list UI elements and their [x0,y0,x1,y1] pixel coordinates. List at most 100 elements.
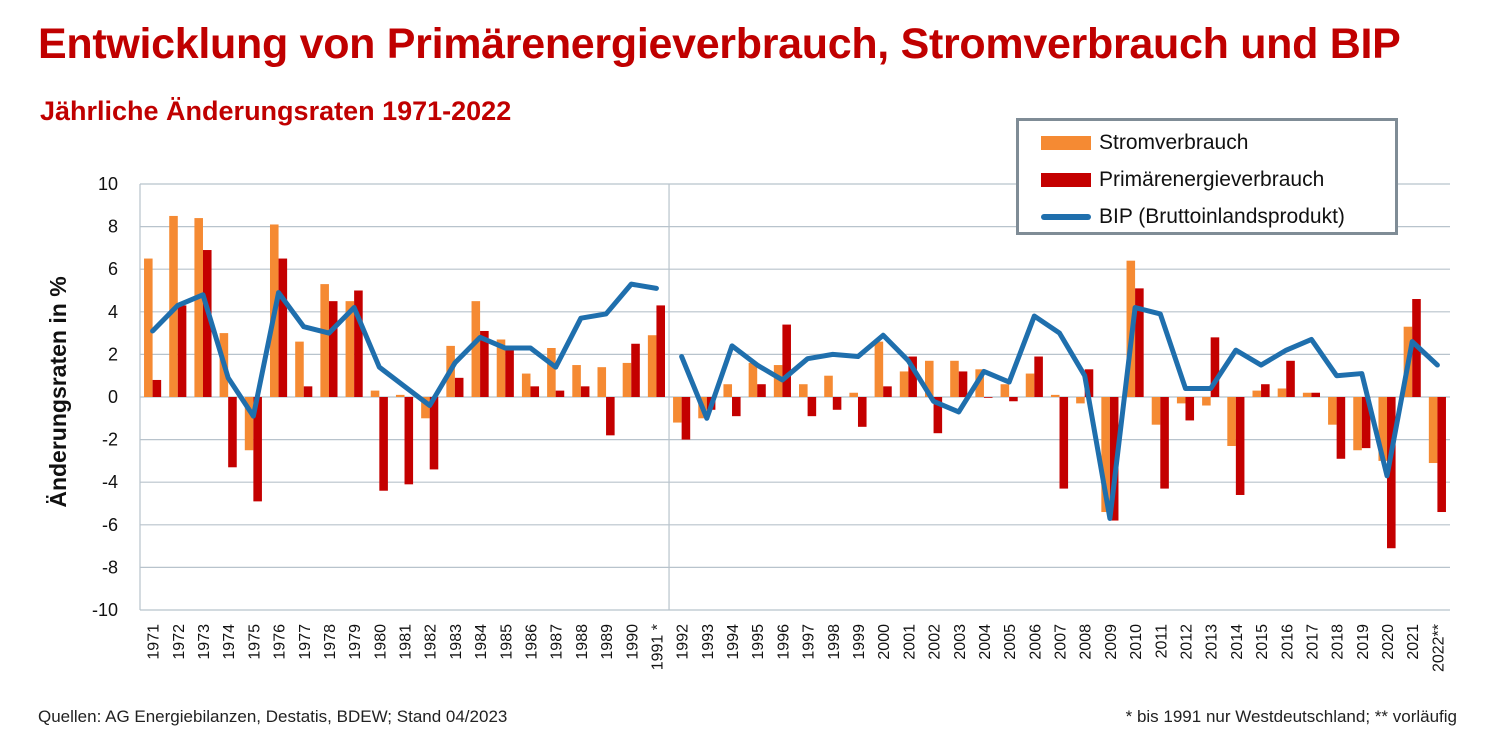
bar-primaerenergieverbrauch [202,250,212,397]
x-tick-label: 1984 [473,624,490,660]
bar-primaerenergieverbrauch [933,397,943,434]
legend-label-bip: BIP (Bruttoinlandsprodukt) [1099,205,1345,228]
bar-primaerenergieverbrauch [782,324,791,397]
y-tick-label: 4 [108,302,118,322]
x-tick-label: 1979 [347,624,364,660]
x-tick-label: 2020 [1380,624,1397,660]
x-tick-label: 2022** [1430,624,1447,672]
x-tick-label: 2004 [977,624,994,660]
bar-stromverbrauch [1076,397,1085,404]
bar-primaerenergieverbrauch [1261,384,1270,397]
bip-line-layer [150,281,1440,521]
bar-primaerenergieverbrauch [328,301,338,397]
legend-item-bip: BIP (Bruttoinlandsprodukt) [1041,202,1345,232]
x-tick-label: 1997 [801,624,818,660]
bar-stromverbrauch [244,397,254,451]
bar-primaerenergieverbrauch [1437,397,1446,513]
x-tick-label: 2002 [927,624,944,660]
x-tick-label: 1971 [146,624,163,660]
x-tick-label: 1987 [549,624,566,660]
legend-item-primaerenergieverbrauch: Primärenergieverbrauch [1041,165,1324,195]
x-tick-label: 2003 [952,624,969,660]
bar-primaerenergieverbrauch [807,397,817,417]
y-tick-label: -6 [102,515,118,535]
bar-stromverbrauch [345,301,355,397]
bar-primaerenergieverbrauch [1361,397,1371,449]
x-tick-label: 1998 [826,624,843,660]
bar-primaerenergieverbrauch [1286,360,1295,397]
x-tick-label: 2014 [1229,624,1246,660]
bar-stromverbrauch [1277,388,1287,397]
bar-stromverbrauch [975,369,984,397]
x-tick-label: 2015 [1254,624,1271,660]
bar-stromverbrauch [723,384,733,397]
bar-stromverbrauch [1202,397,1211,406]
bar-stromverbrauch [144,258,153,397]
x-tick-label: 2011 [1153,624,1170,659]
bar-primaerenergieverbrauch [681,397,691,440]
bar-primaerenergieverbrauch [732,397,741,417]
bar-stromverbrauch [622,362,632,397]
x-tick-label: 1993 [700,624,717,660]
legend-swatch-bip [1041,214,1091,220]
bip-line [150,281,659,419]
bar-stromverbrauch [547,348,556,397]
x-tick-label: 1995 [750,624,767,660]
bar-stromverbrauch [773,365,783,397]
bar-primaerenergieverbrauch [555,390,565,397]
bar-primaerenergieverbrauch [983,397,993,398]
x-tick-label: 1974 [221,624,238,660]
bar-stromverbrauch [496,339,506,397]
bar-primaerenergieverbrauch [1109,397,1119,521]
bar-stromverbrauch [295,341,304,397]
bar-primaerenergieverbrauch [505,348,514,397]
bar-primaerenergieverbrauch [1210,337,1220,397]
bar-primaerenergieverbrauch [757,384,766,397]
bar-stromverbrauch [748,362,758,397]
bar-stromverbrauch [1353,397,1362,451]
bar-primaerenergieverbrauch [177,305,187,397]
y-tick-label: 2 [108,344,118,364]
y-tick-label: -10 [92,600,118,620]
x-tick-label: 1973 [196,624,213,660]
bar-primaerenergieverbrauch [454,377,464,397]
x-tick-label: 1972 [171,624,188,660]
bar-primaerenergieverbrauch [1311,392,1321,397]
bar-primaerenergieverbrauch [832,397,842,410]
y-tick-label: -2 [102,430,118,450]
bar-stromverbrauch [597,367,607,397]
source-note: Quellen: AG Energiebilanzen, Destatis, B… [38,707,508,726]
bar-primaerenergieverbrauch [1387,397,1396,549]
x-tick-label: 1983 [448,624,465,660]
x-tick-label: 2005 [1002,624,1019,660]
bar-stromverbrauch [521,373,531,397]
legend-label-primaerenergieverbrauch: Primärenergieverbrauch [1099,168,1325,191]
bar-stromverbrauch [1328,397,1337,425]
y-axis-label: Änderungsraten in % [45,276,71,507]
bar-stromverbrauch [1302,392,1312,397]
bar-primaerenergieverbrauch [656,305,666,397]
bar-stromverbrauch [1101,397,1110,513]
bar-primaerenergieverbrauch [1084,369,1094,397]
x-axis-ticks: 1971 1972 1973 1974 1975 1976 1977 1978 1979 1980… [146,624,1448,672]
x-tick-label: 2000 [876,624,893,660]
bar-stromverbrauch [673,397,682,423]
bar-stromverbrauch [1227,397,1236,446]
x-tick-label: 1978 [322,624,339,660]
x-tick-label: 2018 [1330,624,1347,660]
bar-primaerenergieverbrauch [404,397,414,485]
bar-primaerenergieverbrauch [228,397,237,468]
bar-primaerenergieverbrauch [1059,397,1069,489]
x-tick-label: 2001 [901,624,918,660]
x-tick-label: 1981 [398,624,415,660]
x-tick-label: 2012 [1178,624,1195,660]
chart-subtitle: Jährliche Änderungsraten 1971-2022 [40,96,512,126]
bar-primaerenergieverbrauch [480,330,489,397]
legend-swatch-primaerenergieverbrauch [1041,173,1091,187]
bar-primaerenergieverbrauch [883,386,892,397]
bar-stromverbrauch [647,335,657,397]
bar-primaerenergieverbrauch [303,386,313,397]
bar-stromverbrauch [572,365,581,397]
x-tick-label: 2006 [1027,624,1044,660]
x-tick-label: 1982 [423,624,440,660]
